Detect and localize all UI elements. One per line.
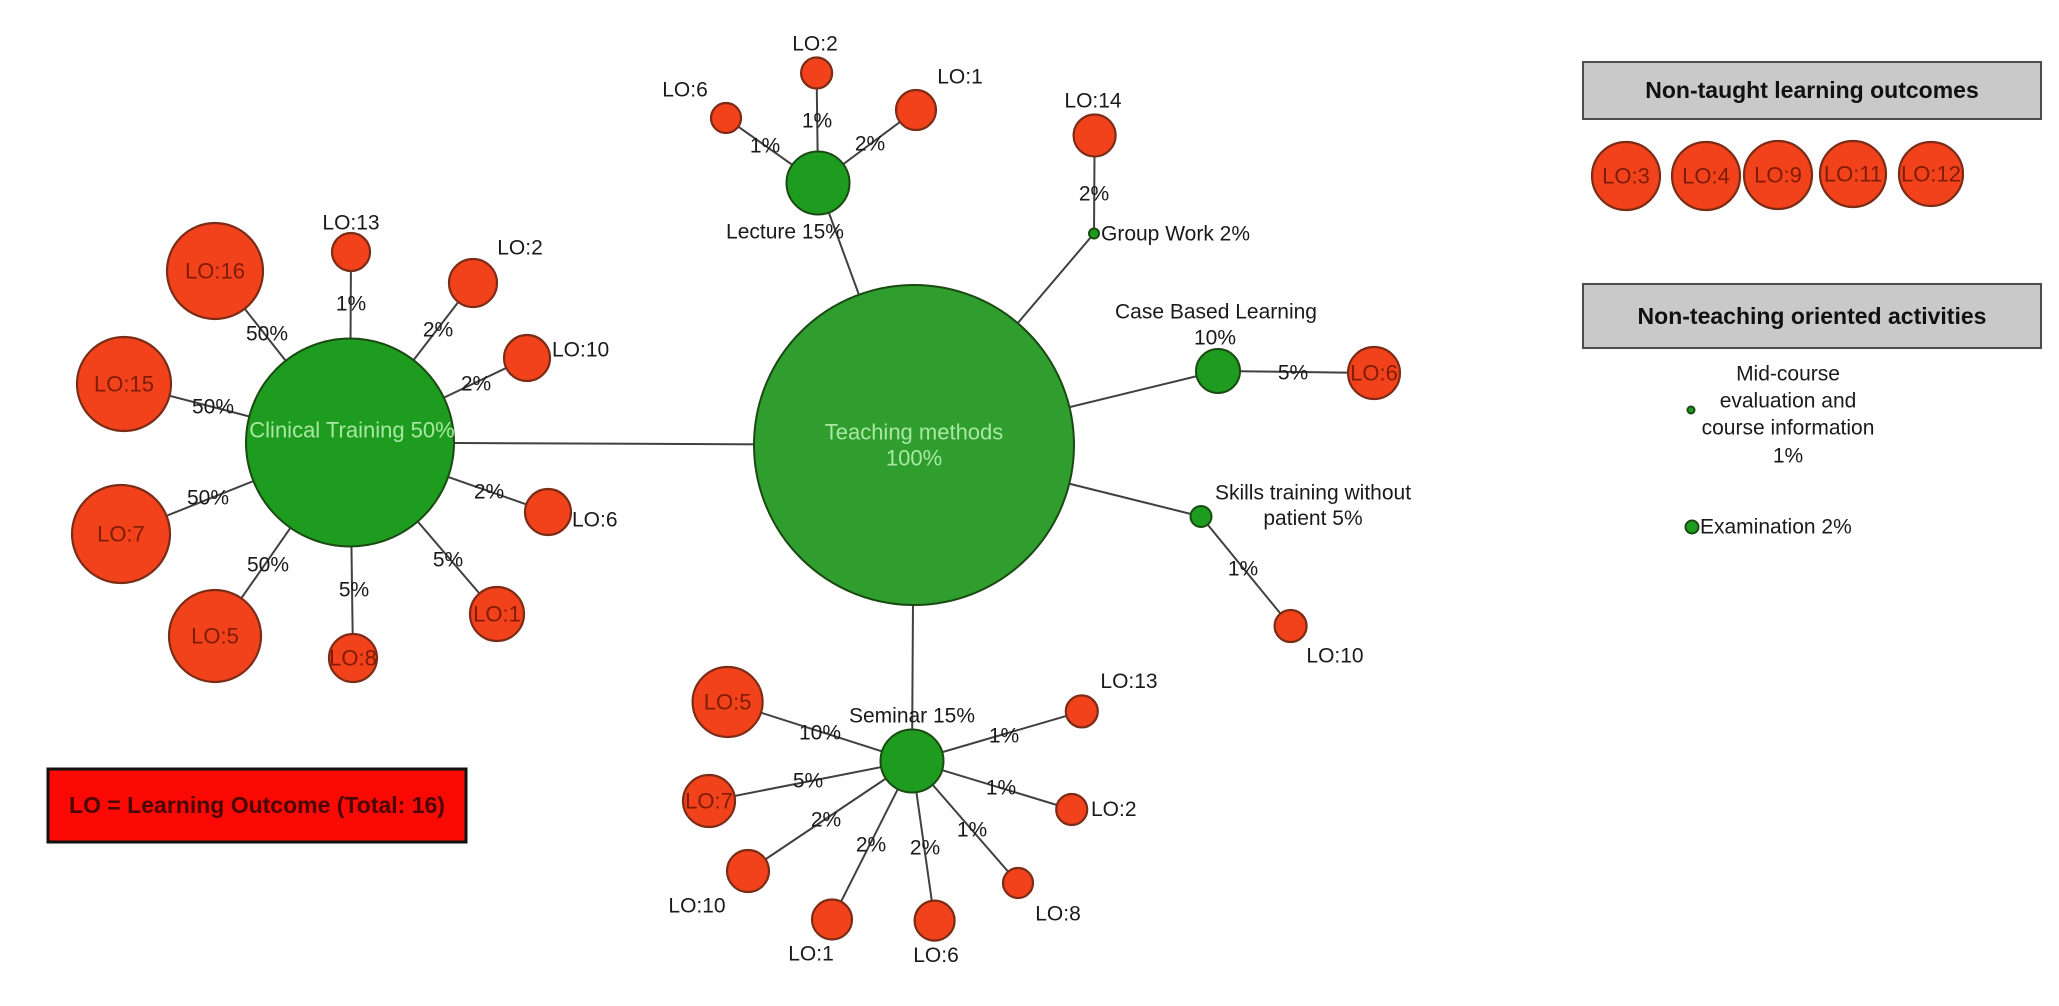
svg-text:LO:2: LO:2 bbox=[1091, 798, 1137, 821]
svg-text:LO:10: LO:10 bbox=[552, 339, 609, 362]
svg-text:patient 5%: patient 5% bbox=[1263, 507, 1362, 530]
svg-text:5%: 5% bbox=[793, 770, 823, 793]
svg-text:LO:7: LO:7 bbox=[97, 522, 145, 547]
svg-text:LO:8: LO:8 bbox=[329, 646, 377, 671]
svg-text:2%: 2% bbox=[423, 319, 453, 342]
svg-text:Group Work 2%: Group Work 2% bbox=[1101, 223, 1250, 246]
svg-text:Mid-course: Mid-course bbox=[1736, 363, 1840, 386]
svg-text:2%: 2% bbox=[461, 373, 491, 396]
svg-text:LO:16: LO:16 bbox=[185, 259, 245, 284]
svg-text:LO:11: LO:11 bbox=[1824, 162, 1882, 187]
svg-text:10%: 10% bbox=[1194, 327, 1236, 350]
svg-text:LO:3: LO:3 bbox=[1602, 164, 1650, 189]
svg-text:1%: 1% bbox=[336, 293, 366, 316]
svg-text:2%: 2% bbox=[855, 133, 885, 156]
svg-text:Lecture 15%: Lecture 15% bbox=[726, 221, 844, 244]
svg-text:Non-taught learning outcomes: Non-taught learning outcomes bbox=[1645, 77, 1979, 103]
svg-text:LO:9: LO:9 bbox=[1754, 163, 1802, 188]
svg-text:LO:8: LO:8 bbox=[1035, 903, 1081, 926]
svg-text:LO:12: LO:12 bbox=[1901, 162, 1961, 187]
svg-text:2%: 2% bbox=[474, 481, 504, 504]
svg-text:1%: 1% bbox=[989, 725, 1019, 748]
svg-text:Teaching methods: Teaching methods bbox=[825, 420, 1004, 445]
svg-text:1%: 1% bbox=[986, 777, 1016, 800]
svg-text:evaluation and: evaluation and bbox=[1720, 390, 1857, 413]
svg-text:LO:2: LO:2 bbox=[497, 237, 543, 260]
svg-text:1%: 1% bbox=[750, 135, 780, 158]
svg-text:LO:2: LO:2 bbox=[792, 33, 838, 56]
svg-text:LO:6: LO:6 bbox=[1350, 361, 1398, 386]
svg-text:LO:1: LO:1 bbox=[937, 66, 983, 89]
svg-text:1%: 1% bbox=[957, 819, 987, 842]
svg-text:LO:10: LO:10 bbox=[1306, 645, 1363, 668]
svg-text:2%: 2% bbox=[910, 837, 940, 860]
svg-text:LO:13: LO:13 bbox=[322, 212, 379, 235]
svg-text:5%: 5% bbox=[433, 549, 463, 572]
svg-text:LO:6: LO:6 bbox=[913, 944, 959, 967]
svg-text:Skills training without: Skills training without bbox=[1215, 482, 1411, 505]
svg-text:LO = Learning Outcome (Total:: LO = Learning Outcome (Total: 16) bbox=[69, 792, 445, 818]
svg-text:course information: course information bbox=[1702, 417, 1875, 440]
svg-text:LO:1: LO:1 bbox=[788, 943, 834, 966]
svg-text:5%: 5% bbox=[339, 579, 369, 602]
svg-text:1%: 1% bbox=[1773, 445, 1803, 468]
svg-text:1%: 1% bbox=[1228, 558, 1258, 581]
svg-text:LO:7: LO:7 bbox=[685, 789, 733, 814]
svg-text:LO:6: LO:6 bbox=[572, 509, 618, 532]
svg-text:Non-teaching oriented activiti: Non-teaching oriented activities bbox=[1638, 303, 1987, 329]
svg-text:10%: 10% bbox=[799, 722, 841, 745]
svg-text:50%: 50% bbox=[246, 323, 288, 346]
svg-text:Examination 2%: Examination 2% bbox=[1700, 516, 1852, 539]
svg-text:LO:5: LO:5 bbox=[191, 624, 239, 649]
svg-text:2%: 2% bbox=[811, 809, 841, 832]
svg-text:LO:13: LO:13 bbox=[1100, 670, 1157, 693]
svg-text:5%: 5% bbox=[1278, 362, 1308, 385]
svg-text:50%: 50% bbox=[192, 396, 234, 419]
svg-text:Clinical Training 50%: Clinical Training 50% bbox=[249, 418, 454, 443]
svg-text:LO:14: LO:14 bbox=[1064, 90, 1122, 113]
svg-text:Case Based Learning: Case Based Learning bbox=[1115, 301, 1317, 324]
svg-text:LO:10: LO:10 bbox=[668, 895, 725, 918]
svg-text:1%: 1% bbox=[802, 110, 832, 133]
svg-text:Seminar 15%: Seminar 15% bbox=[849, 705, 975, 728]
svg-text:LO:15: LO:15 bbox=[94, 372, 154, 397]
svg-text:LO:4: LO:4 bbox=[1682, 164, 1730, 189]
svg-text:100%: 100% bbox=[886, 446, 942, 471]
svg-text:50%: 50% bbox=[247, 554, 289, 577]
svg-text:2%: 2% bbox=[1079, 183, 1109, 206]
svg-text:LO:1: LO:1 bbox=[473, 602, 521, 627]
svg-text:50%: 50% bbox=[187, 487, 229, 510]
svg-text:LO:6: LO:6 bbox=[662, 79, 708, 102]
svg-text:2%: 2% bbox=[856, 834, 886, 857]
svg-text:LO:5: LO:5 bbox=[704, 690, 752, 715]
